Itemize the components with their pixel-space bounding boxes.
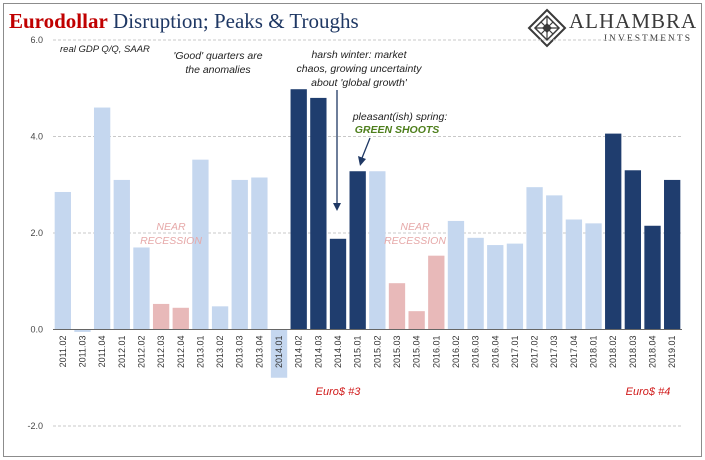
x-tick-label: 2013.01	[195, 336, 205, 369]
x-tick-label: 2018.02	[608, 336, 618, 369]
x-tick-label: 2012.01	[117, 336, 127, 369]
bar-2019.01	[664, 179, 681, 330]
x-tick-label: 2015.01	[353, 336, 363, 369]
x-tick-label: 2012.04	[176, 336, 186, 369]
chart-title: Eurodollar Disruption; Peaks & Troughs	[9, 9, 359, 34]
x-tick-label: 2011.02	[58, 336, 68, 368]
winter-line-2: chaos, growing uncertainty	[297, 63, 423, 75]
bar-2012.02	[133, 247, 150, 330]
x-tick-label: 2014.04	[333, 336, 343, 369]
anomalies-line-1: 'Good' quarters are	[173, 50, 262, 62]
bar-2013.03	[231, 179, 248, 330]
x-tick-label: 2017.02	[530, 336, 540, 369]
bar-2012.03	[152, 303, 170, 330]
bar-2014.01	[270, 329, 288, 378]
bar-2015.01	[349, 171, 366, 330]
x-tick-label: 2012.03	[156, 336, 166, 369]
bar-2011.03	[74, 329, 91, 332]
x-tick-label: 2014.01	[274, 336, 284, 369]
anomalies-line-2: the anomalies	[185, 64, 251, 76]
near-recession-2-line-1: NEAR	[400, 221, 430, 233]
logo-mark-icon	[527, 8, 567, 48]
bar-2011.04	[93, 107, 111, 330]
x-tick-label: 2016.04	[490, 336, 500, 369]
bar-2012.01	[113, 179, 130, 330]
bar-2014.03	[310, 97, 327, 330]
bar-2014.04	[329, 238, 347, 330]
bar-2012.04	[172, 307, 189, 330]
spring-line: pleasant(ish) spring:	[352, 111, 448, 123]
y-tick-label: 0.0	[30, 325, 43, 335]
alhambra-logo: ALHAMBRA INVESTMENTS	[527, 8, 697, 48]
spring-arrow-shaft	[361, 137, 371, 159]
bar-2018.04	[644, 225, 661, 330]
bar-2016.02	[447, 220, 465, 330]
bar-2017.04	[565, 219, 583, 330]
x-tick-label: 2015.04	[412, 336, 422, 369]
title-eurodollar: Eurodollar	[9, 9, 108, 33]
spring-arrow-head	[358, 156, 366, 166]
bar-2015.03	[388, 283, 406, 330]
x-tick-label: 2013.02	[215, 336, 225, 369]
x-tick-label: 2018.01	[589, 336, 599, 369]
bar-2014.02	[290, 89, 307, 330]
near-recession-2-line-2: RECESSION	[384, 235, 446, 247]
x-tick-label: 2011.03	[77, 336, 87, 368]
winter-line-1: harsh winter: market	[311, 49, 407, 61]
bar-2018.03	[624, 170, 642, 330]
ylabel-note: real GDP Q/Q, SAAR	[60, 44, 150, 55]
x-tick-label: 2011.04	[97, 336, 107, 368]
bar-2013.02	[211, 306, 229, 330]
annotations: real GDP Q/Q, SAAR 'Good' quarters are t…	[60, 44, 670, 398]
x-tick-label: 2013.03	[235, 336, 245, 369]
bar-2016.01	[428, 255, 445, 330]
y-axis-ticks: 6.0 4.0 2.0 0.0 -2.0	[27, 35, 43, 431]
x-tick-label: 2017.03	[549, 336, 559, 369]
winter-line-3: about 'global growth'	[311, 77, 408, 89]
euro4-label: Euro$ #4	[626, 386, 671, 398]
x-tick-label: 2014.03	[313, 336, 323, 369]
x-tick-label: 2016.02	[451, 336, 461, 369]
y-tick-label: 4.0	[30, 132, 43, 142]
x-tick-label: 2013.04	[254, 336, 264, 369]
bar-2018.02	[605, 133, 622, 330]
x-tick-label: 2015.02	[372, 336, 382, 369]
x-tick-label: 2015.03	[392, 336, 402, 369]
bar-2017.03	[546, 195, 563, 330]
green-shoots-label: GREEN SHOOTS	[355, 124, 440, 136]
x-tick-label: 2012.02	[136, 336, 146, 369]
x-tick-label: 2014.02	[294, 336, 304, 369]
euro3-label: Euro$ #3	[316, 386, 362, 398]
bars	[53, 89, 682, 378]
bar-2017.02	[526, 187, 543, 330]
logo-subtitle: INVESTMENTS	[604, 34, 692, 44]
y-tick-label: -2.0	[27, 421, 43, 431]
bar-2018.01	[585, 223, 602, 330]
bar-2013.04	[251, 177, 268, 330]
bar-2016.03	[467, 237, 484, 330]
x-tick-label: 2017.01	[510, 336, 520, 369]
near-recession-1-line-2: RECESSION	[140, 235, 202, 247]
bar-2015.02	[369, 171, 386, 330]
bar-2013.01	[192, 159, 209, 330]
y-tick-label: 2.0	[30, 228, 43, 238]
bar-2016.04	[487, 245, 504, 330]
x-axis-ticks: 2011.02 2011.03 2011.04 2012.01 2012.02 2012.…	[58, 336, 677, 369]
x-tick-label: 2016.03	[471, 336, 481, 369]
logo-name: ALHAMBRA	[569, 9, 698, 33]
bar-2015.04	[408, 311, 425, 330]
x-tick-label: 2018.04	[648, 336, 658, 369]
bar-2011.02	[54, 191, 71, 330]
title-rest: Disruption; Peaks & Troughs	[107, 9, 359, 33]
bar-2017.01	[506, 243, 524, 330]
x-tick-label: 2016.01	[431, 336, 441, 369]
near-recession-1-line-1: NEAR	[156, 221, 186, 233]
x-tick-label: 2018.03	[628, 336, 638, 369]
x-tick-label: 2019.01	[667, 336, 677, 369]
winter-arrow-head	[333, 203, 341, 211]
y-tick-label: 6.0	[30, 35, 43, 45]
x-tick-label: 2017.04	[569, 336, 579, 369]
